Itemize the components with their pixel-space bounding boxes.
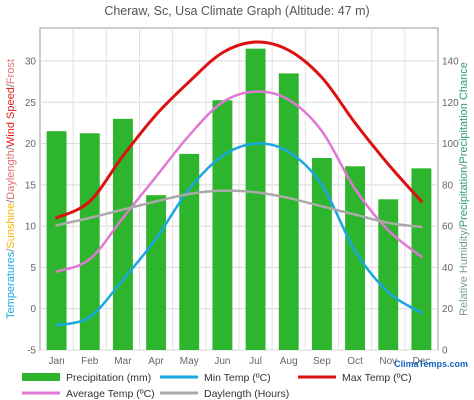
legend-label: Max Temp (ºC) [342, 372, 412, 384]
x-tick-label: Jun [214, 356, 230, 367]
right-tick-label: 120 [442, 98, 459, 109]
x-tick-label: Jan [49, 356, 65, 367]
axis-label-part: Daylength [5, 150, 17, 200]
axis-label-part: Temperatures [5, 251, 17, 319]
chart-title: Cheraw, Sc, Usa Climate Graph (Altitude:… [104, 4, 369, 18]
precip-bar [345, 166, 366, 350]
axis-label-part: / [5, 83, 17, 87]
precip-bar [212, 100, 233, 350]
left-axis-ticks: -5 0 5 10 15 20 25 30 [25, 57, 37, 357]
precip-bar [245, 48, 266, 351]
axis-label-part: Precipitation Chance [458, 62, 470, 164]
legend-label: Min Temp (ºC) [204, 372, 271, 384]
left-tick-label: 20 [25, 139, 37, 150]
x-tick-label: Feb [81, 356, 99, 367]
x-tick-label: Oct [347, 356, 363, 367]
precip-bar [112, 118, 133, 350]
axis-label-part: Wind Speed [5, 87, 17, 147]
right-axis-label: Relative Humidity/Precipitation/Precipit… [458, 62, 470, 316]
left-tick-label: 10 [25, 222, 37, 233]
legend-label: Average Temp (ºC) [66, 388, 155, 400]
min-temp-line [55, 142, 423, 327]
precip-bar [46, 131, 67, 350]
left-tick-label: -5 [27, 346, 36, 357]
left-tick-label: 30 [25, 57, 37, 68]
axis-label-part: Frost [5, 59, 17, 84]
right-tick-label: 100 [442, 139, 459, 150]
right-tick-label: 20 [442, 304, 454, 315]
right-tick-label: 80 [442, 180, 454, 191]
x-tick-label: Mar [114, 356, 132, 367]
left-tick-label: 15 [25, 180, 37, 191]
right-tick-label: 0 [442, 346, 448, 357]
precip-bar [378, 199, 399, 350]
temperature-lines [55, 40, 423, 327]
legend-label: Precipitation (mm) [66, 372, 151, 384]
right-tick-label: 140 [442, 57, 459, 68]
brand-logo[interactable]: ClimaTemps.com [394, 359, 468, 369]
legend-swatch-bar [22, 373, 60, 381]
axis-label-part: / [458, 226, 470, 230]
axis-label-part: / [458, 163, 470, 167]
legend: Precipitation (mm) Min Temp (ºC) Max Temp … [22, 372, 412, 400]
precip-bar [411, 168, 432, 350]
axis-label-part: Relative Humidity [458, 230, 470, 316]
max-temp-line [55, 40, 423, 220]
x-tick-label: Aug [280, 356, 298, 367]
precip-bar [278, 73, 299, 351]
precip-bar [179, 153, 200, 350]
right-axis-ticks: 0 20 40 60 80 100 120 140 [442, 57, 459, 357]
left-tick-label: 25 [25, 98, 37, 109]
x-tick-label: Nov [379, 356, 397, 367]
x-tick-label: Jul [249, 356, 262, 367]
left-tick-label: 0 [30, 304, 36, 315]
left-axis-label: Temperatures/Sunshine/Daylength/Wind Spe… [5, 59, 17, 319]
x-tick-label: Dec [413, 356, 431, 367]
precip-bar [146, 195, 167, 350]
axis-label-part: / [5, 199, 17, 203]
legend-label: Daylength (Hours) [204, 388, 289, 400]
x-tick-label: May [180, 356, 199, 367]
daylength-line [55, 189, 423, 229]
axis-label-part: Sunshine [5, 203, 17, 249]
axis-label-part: / [5, 248, 17, 252]
precip-bar [79, 133, 100, 350]
right-tick-label: 60 [442, 222, 454, 233]
avg-temp-line [55, 90, 423, 273]
right-tick-label: 40 [442, 263, 454, 274]
left-tick-label: 5 [30, 263, 36, 274]
axis-label-part: Precipitation [458, 167, 470, 228]
axis-label-part: / [5, 146, 17, 150]
x-tick-label: Apr [148, 356, 164, 367]
x-tick-label: Sep [313, 356, 331, 367]
x-axis-ticks: Jan Feb Mar Apr May Jun Jul Aug Sep Oct Nov Dec [49, 356, 431, 367]
